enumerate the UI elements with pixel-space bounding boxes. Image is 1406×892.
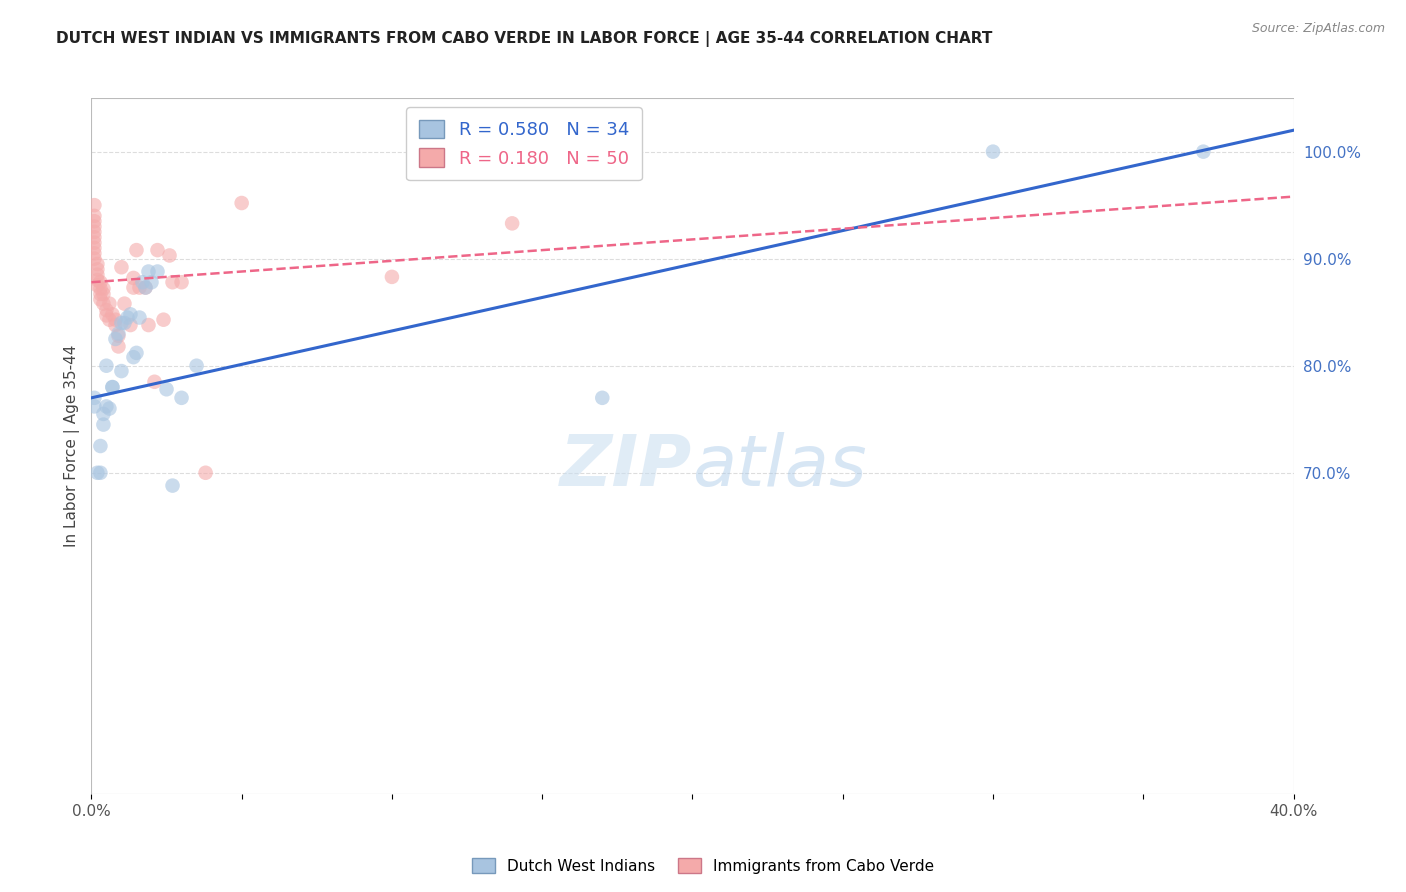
Point	[122, 271, 145, 285]
Point	[101, 380, 124, 394]
Point	[83, 219, 105, 234]
Point	[128, 280, 150, 294]
Point	[98, 296, 121, 310]
Point	[86, 257, 108, 271]
Point	[114, 316, 136, 330]
Point	[186, 359, 208, 373]
Point	[110, 364, 132, 378]
Point	[86, 278, 108, 293]
Point	[83, 230, 105, 244]
Point	[134, 280, 156, 294]
Point	[89, 287, 111, 301]
Point	[194, 466, 217, 480]
Point	[170, 391, 193, 405]
Point	[146, 264, 169, 278]
Point	[114, 296, 136, 310]
Point	[381, 269, 404, 284]
Point	[86, 466, 108, 480]
Point	[83, 246, 105, 260]
Point	[104, 318, 127, 332]
Point	[125, 346, 148, 360]
Legend: R = 0.580   N = 34, R = 0.180   N = 50: R = 0.580 N = 34, R = 0.180 N = 50	[406, 107, 643, 180]
Point	[110, 260, 132, 275]
Point	[83, 235, 105, 250]
Point	[93, 282, 115, 296]
Point	[89, 282, 111, 296]
Point	[93, 417, 115, 432]
Point	[83, 225, 105, 239]
Text: ZIP: ZIP	[560, 433, 692, 501]
Point	[122, 350, 145, 364]
Point	[110, 316, 132, 330]
Point	[83, 252, 105, 266]
Point	[89, 275, 111, 289]
Point	[89, 293, 111, 307]
Point	[83, 400, 105, 414]
Point	[86, 273, 108, 287]
Text: Source: ZipAtlas.com: Source: ZipAtlas.com	[1251, 22, 1385, 36]
Point	[141, 275, 163, 289]
Point	[143, 375, 166, 389]
Point	[83, 198, 105, 212]
Point	[159, 248, 181, 262]
Point	[104, 332, 127, 346]
Point	[117, 310, 139, 325]
Point	[125, 243, 148, 257]
Point	[120, 318, 142, 332]
Point	[96, 303, 118, 318]
Point	[501, 216, 523, 230]
Point	[83, 214, 105, 228]
Point	[83, 209, 105, 223]
Point	[86, 268, 108, 282]
Point	[93, 407, 115, 421]
Legend: Dutch West Indians, Immigrants from Cabo Verde: Dutch West Indians, Immigrants from Cabo…	[465, 852, 941, 880]
Point	[89, 466, 111, 480]
Point	[104, 312, 127, 326]
Point	[107, 326, 129, 341]
Point	[131, 275, 153, 289]
Point	[98, 401, 121, 416]
Point	[98, 312, 121, 326]
Point	[107, 339, 129, 353]
Point	[96, 359, 118, 373]
Point	[231, 196, 253, 211]
Point	[138, 264, 160, 278]
Point	[101, 307, 124, 321]
Point	[138, 318, 160, 332]
Point	[152, 312, 174, 326]
Point	[591, 391, 613, 405]
Point	[96, 309, 118, 323]
Point	[162, 478, 184, 492]
Point	[93, 296, 115, 310]
Point	[101, 380, 124, 394]
Point	[162, 275, 184, 289]
Point	[96, 400, 118, 414]
Y-axis label: In Labor Force | Age 35-44: In Labor Force | Age 35-44	[65, 345, 80, 547]
Point	[146, 243, 169, 257]
Point	[128, 310, 150, 325]
Point	[83, 391, 105, 405]
Point	[93, 287, 115, 301]
Text: atlas: atlas	[692, 433, 868, 501]
Point	[120, 307, 142, 321]
Point	[86, 262, 108, 277]
Text: DUTCH WEST INDIAN VS IMMIGRANTS FROM CABO VERDE IN LABOR FORCE | AGE 35-44 CORRE: DUTCH WEST INDIAN VS IMMIGRANTS FROM CAB…	[56, 31, 993, 47]
Point	[981, 145, 1004, 159]
Point	[155, 382, 177, 396]
Point	[107, 328, 129, 343]
Point	[89, 439, 111, 453]
Point	[122, 280, 145, 294]
Point	[83, 241, 105, 255]
Point	[134, 280, 156, 294]
Point	[170, 275, 193, 289]
Point	[1192, 145, 1215, 159]
